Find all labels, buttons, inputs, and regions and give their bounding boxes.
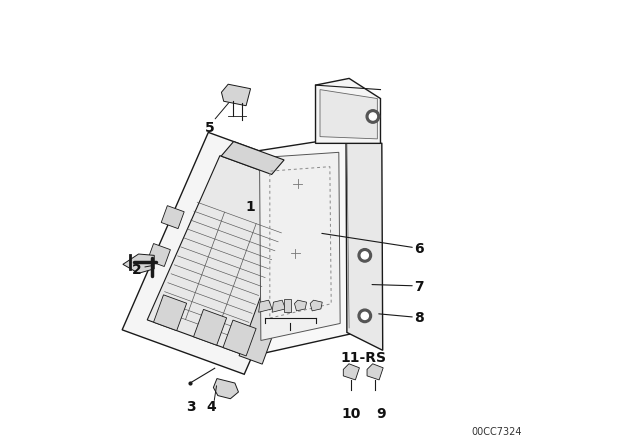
Polygon shape — [221, 142, 284, 174]
Text: 9: 9 — [376, 407, 386, 422]
Polygon shape — [123, 254, 154, 273]
Polygon shape — [284, 299, 291, 312]
Text: 11-RS: 11-RS — [340, 351, 387, 366]
Text: 4: 4 — [207, 400, 216, 414]
Text: 3: 3 — [187, 400, 196, 414]
Polygon shape — [122, 132, 330, 374]
Text: 5: 5 — [205, 121, 215, 135]
Circle shape — [361, 252, 369, 259]
Polygon shape — [316, 78, 380, 143]
Polygon shape — [343, 364, 360, 380]
Polygon shape — [259, 300, 272, 312]
Polygon shape — [213, 379, 239, 399]
Text: 1: 1 — [246, 200, 255, 214]
Text: 8: 8 — [413, 311, 424, 325]
Circle shape — [358, 309, 371, 323]
Text: 2: 2 — [132, 263, 142, 277]
Circle shape — [369, 113, 376, 120]
Polygon shape — [221, 84, 250, 106]
Polygon shape — [147, 155, 316, 355]
Polygon shape — [193, 310, 227, 345]
Text: 6: 6 — [413, 241, 424, 256]
Circle shape — [366, 110, 380, 123]
Polygon shape — [154, 295, 187, 331]
Polygon shape — [239, 179, 326, 364]
Circle shape — [361, 312, 369, 319]
Polygon shape — [320, 90, 378, 139]
Polygon shape — [147, 244, 170, 267]
Polygon shape — [346, 135, 383, 350]
Polygon shape — [367, 364, 383, 380]
Polygon shape — [223, 320, 256, 356]
Text: 00CC7324: 00CC7324 — [472, 427, 522, 437]
Polygon shape — [310, 300, 323, 311]
Polygon shape — [294, 300, 307, 311]
Text: 7: 7 — [413, 280, 424, 294]
Polygon shape — [161, 206, 184, 228]
Polygon shape — [272, 300, 285, 312]
Polygon shape — [260, 152, 340, 340]
Text: 10: 10 — [342, 407, 361, 422]
Polygon shape — [248, 137, 351, 356]
Circle shape — [358, 249, 371, 262]
